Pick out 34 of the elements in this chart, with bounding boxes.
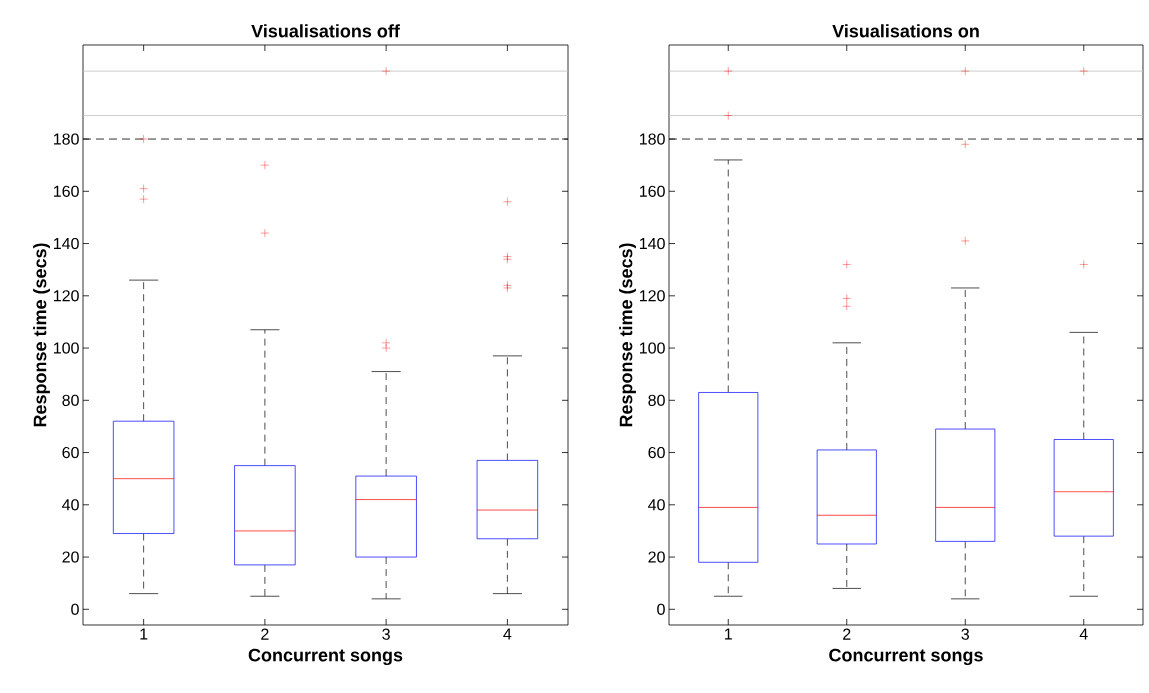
y-tick-label: 160 [640, 185, 665, 197]
x-tick-label: 3 [382, 628, 390, 640]
x-axis-title: Concurrent songs [829, 648, 983, 666]
y-tick-label: 100 [54, 342, 79, 354]
x-tick-label: 1 [725, 628, 732, 640]
y-tick-label: 140 [640, 237, 665, 250]
y-tick-label: 80 [62, 394, 79, 406]
y-tick-label: 80 [648, 394, 665, 406]
y-tick-label: 140 [54, 237, 79, 250]
y-tick-label: 100 [640, 342, 665, 354]
y-tick-label: 0 [71, 603, 79, 615]
y-tick-label: 0 [657, 603, 665, 615]
x-tick-label: 2 [843, 628, 851, 640]
chart-title: Visualisations on [832, 24, 979, 38]
x-tick-label: 4 [1079, 628, 1088, 640]
y-axis-title: Response time (secs) [33, 243, 50, 427]
y-tick-label: 60 [62, 446, 79, 459]
x-tick-label: 1 [140, 628, 148, 640]
y-axis-title: Response time (secs) [619, 243, 636, 427]
y-tick-label: 160 [54, 185, 79, 197]
y-tick-label: 120 [54, 290, 79, 302]
y-tick-label: 20 [648, 551, 665, 563]
chart-title: Visualisations off [251, 24, 400, 38]
y-tick-label: 180 [640, 133, 665, 145]
y-tick-label: 40 [62, 499, 79, 511]
x-tick-label: 4 [503, 628, 512, 640]
x-tick-label: 3 [961, 628, 969, 640]
x-axis-title: Concurrent songs [248, 648, 403, 666]
y-tick-label: 120 [640, 290, 665, 302]
y-tick-label: 180 [54, 133, 79, 145]
y-tick-label: 40 [648, 499, 665, 511]
y-tick-label: 60 [648, 446, 665, 459]
y-tick-label: 20 [62, 551, 79, 563]
x-tick-label: 2 [261, 628, 269, 640]
